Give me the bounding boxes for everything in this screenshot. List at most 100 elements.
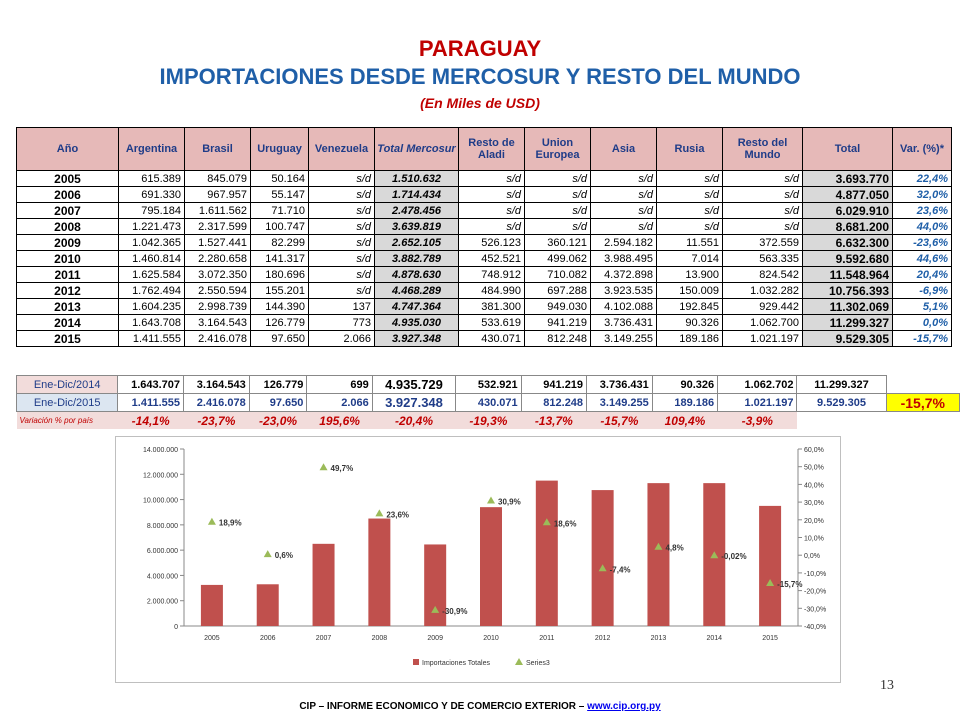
comparison-cell: 97.650 [248, 393, 308, 412]
y-left-tick-label: 0 [174, 624, 178, 631]
row-year: 2009 [16, 234, 119, 251]
bar-importaciones [647, 483, 670, 626]
table-cell: s/d [458, 218, 525, 235]
period-label: Ene-Dic/2014 [15, 375, 119, 394]
chart-svg: 0 2.000.000 4.000.000 6.000.000 8.000.000 10.… [143, 447, 826, 667]
table-cell: s/d [458, 202, 525, 219]
table-cell: s/d [308, 234, 375, 251]
y-right-tick-label: 40,0% [804, 482, 824, 489]
table-cell: 9.592.680 [802, 250, 893, 267]
table-cell: 526.123 [458, 234, 525, 251]
page-title: IMPORTACIONES DESDE MERCOSUR Y RESTO DEL… [159, 64, 801, 89]
table-cell: 71.710 [250, 202, 309, 219]
x-tick-label: 2011 [539, 635, 554, 642]
data-label: 30,9% [498, 498, 521, 507]
table-cell: s/d [656, 202, 723, 219]
col-header: Argentina [118, 127, 185, 171]
y-left-tick-label: 6.000.000 [147, 548, 178, 555]
table-cell: 691.330 [118, 186, 185, 203]
comparison-row: Ene-Dic/2015 1.411.555 2.416.078 97.650 2.06… [15, 393, 960, 412]
comparison-cell: 3.164.543 [183, 375, 250, 394]
table-cell: 845.079 [184, 170, 251, 187]
table-cell: s/d [308, 186, 375, 203]
table-cell: s/d [308, 250, 375, 267]
table-cell: s/d [656, 218, 723, 235]
table-cell: 2.998.739 [184, 298, 251, 315]
variation-cell: -13,7% [521, 411, 587, 429]
table-cell: 1.762.494 [118, 282, 185, 299]
table-cell: s/d [308, 170, 375, 187]
table-row: 2015 1.411.555 2.416.078 97.650 2.066 3.927.3… [16, 330, 952, 347]
table-cell: 1.221.473 [118, 218, 185, 235]
blank-cell [797, 412, 886, 430]
y-right-tick-label: 50,0% [804, 465, 824, 472]
table-cell: 824.542 [722, 266, 803, 283]
y-right-tick-label: -10,0% [804, 571, 826, 578]
table-cell: 1.460.814 [118, 250, 185, 267]
table-cell: 11.302.069 [802, 298, 893, 315]
data-label: -7,4% [610, 565, 631, 574]
table-cell: 97.650 [250, 330, 309, 347]
table-cell: 1.643.708 [118, 314, 185, 331]
table-cell: 1.604.235 [118, 298, 185, 315]
table-cell: 615.389 [118, 170, 185, 187]
table-cell: 3.149.255 [590, 330, 657, 347]
variation-cell: 109,4% [652, 411, 718, 429]
y-right-tick-label: -40,0% [804, 624, 826, 631]
comparison-row: Ene-Dic/2014 1.643.707 3.164.543 126.779 699… [15, 375, 960, 394]
table-cell: 3.882.789 [374, 250, 459, 267]
table-cell: 4.877.050 [802, 186, 893, 203]
row-year: 2013 [16, 298, 119, 315]
series3-point [766, 578, 775, 586]
table-cell: 4.878.630 [374, 266, 459, 283]
data-label: 18,9% [219, 519, 242, 528]
comparison-cell: 3.149.255 [586, 393, 653, 412]
footer-link[interactable]: www.cip.org.py [587, 701, 661, 712]
table-cell: 3.639.819 [374, 218, 459, 235]
imports-table: Año Argentina Brasil Uruguay Venezuela T… [16, 127, 952, 347]
table-cell: 141.317 [250, 250, 309, 267]
table-cell: 23,6% [892, 202, 952, 219]
period-label: Ene-Dic/2015 [15, 393, 119, 412]
table-cell: 430.071 [458, 330, 525, 347]
comparison-cell: 1.021.197 [717, 393, 798, 412]
col-header: Total [802, 127, 893, 171]
bar-importaciones [200, 584, 223, 626]
table-cell: 773 [308, 314, 375, 331]
row-year: 2014 [16, 314, 119, 331]
table-cell: 150.009 [656, 282, 723, 299]
y-left-tick-label: 14.000.000 [143, 447, 178, 454]
col-header: Brasil [184, 127, 251, 171]
table-cell: s/d [590, 202, 657, 219]
variation-label: Variación % por país [16, 411, 118, 429]
col-header: Resto de Aladi [458, 127, 525, 171]
table-row: 2006 691.330 967.957 55.147 s/d 1.714.434 s/d s… [16, 186, 952, 203]
variation-cell: -23,0% [249, 411, 307, 429]
table-cell: 3.693.770 [802, 170, 893, 187]
table-cell: 1.411.555 [118, 330, 185, 347]
table-cell: 6.632.300 [802, 234, 893, 251]
table-cell: 748.912 [458, 266, 525, 283]
table-row: 2007 795.184 1.611.562 71.710 s/d 2.478.456 s/… [16, 202, 952, 219]
row-year: 2011 [16, 266, 119, 283]
x-tick-label: 2010 [483, 635, 499, 642]
table-cell: 3.923.535 [590, 282, 657, 299]
page-number: 13 [880, 678, 894, 693]
comparison-table: Ene-Dic/2014 1.643.707 3.164.543 126.779 699… [15, 375, 960, 430]
table-cell: 11.548.964 [802, 266, 893, 283]
y-right-tick-label: 20,0% [804, 518, 824, 525]
variation-cell: 195,6% [306, 411, 373, 429]
table-cell: 812.248 [524, 330, 591, 347]
table-cell: s/d [722, 186, 803, 203]
comparison-cell: 3.736.431 [586, 375, 653, 394]
y-left-tick-label: 4.000.000 [147, 573, 178, 580]
comparison-cell: 2.066 [306, 393, 373, 412]
table-cell: s/d [656, 170, 723, 187]
table-cell: 1.510.632 [374, 170, 459, 187]
table-cell: 381.300 [458, 298, 525, 315]
row-year: 2010 [16, 250, 119, 267]
table-cell: 22,4% [892, 170, 952, 187]
table-cell: 2.317.599 [184, 218, 251, 235]
table-cell: 2.416.078 [184, 330, 251, 347]
bar-importaciones [312, 543, 335, 626]
